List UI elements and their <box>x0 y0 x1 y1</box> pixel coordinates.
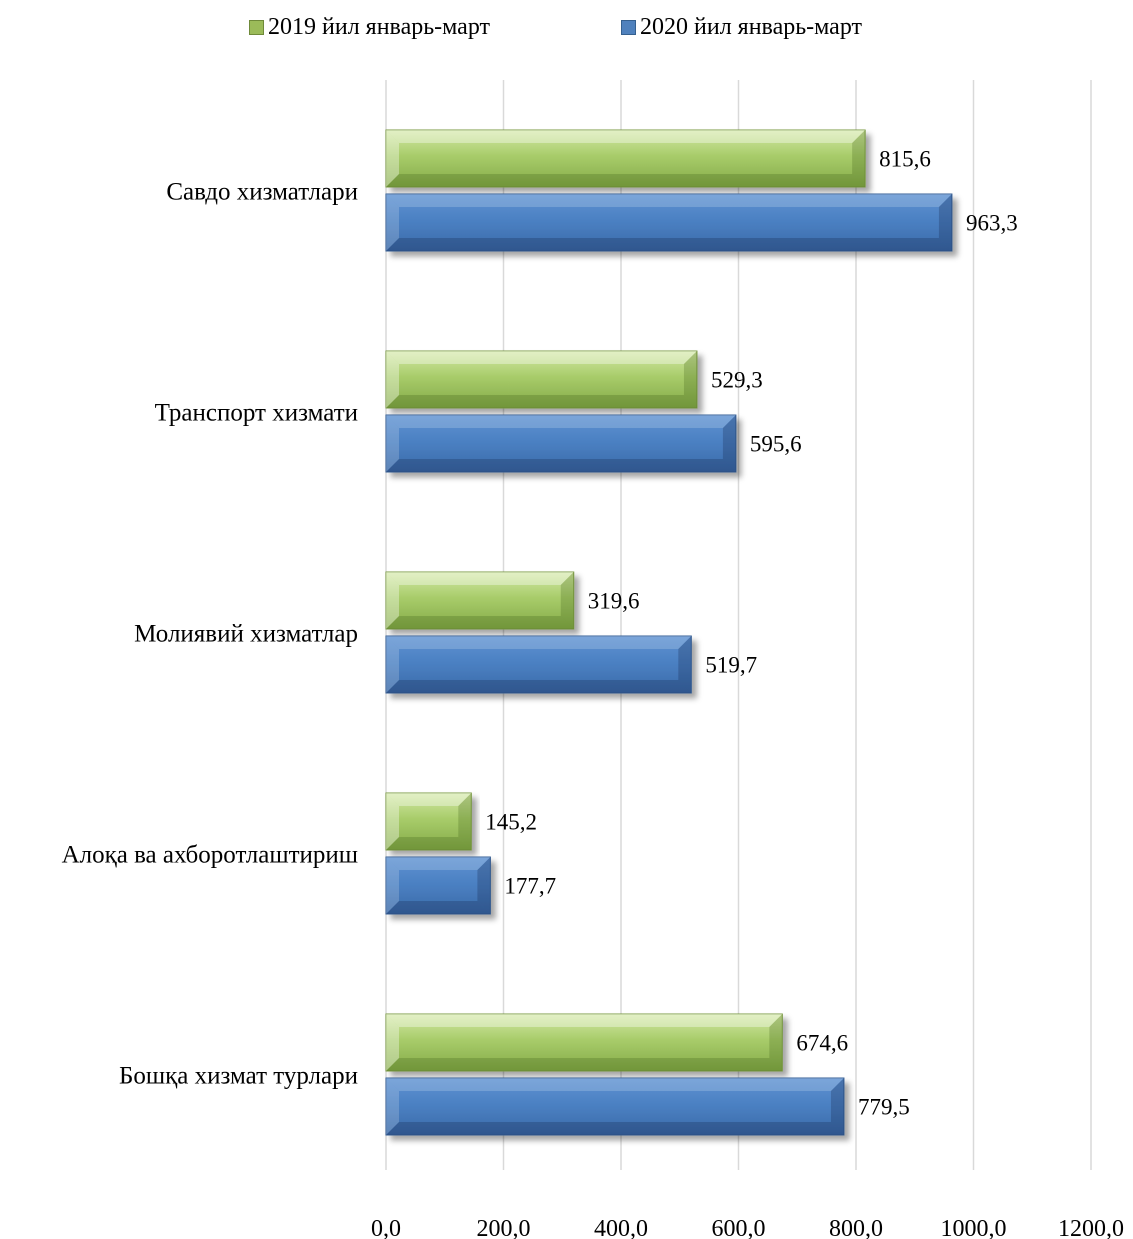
bar-bevel-left <box>386 194 399 251</box>
x-tick-label: 200,0 <box>477 1216 531 1239</box>
bar-bevel-right <box>683 351 697 408</box>
bar-bevel-left <box>386 130 399 187</box>
data-label-2019: 674,6 <box>796 1031 848 1056</box>
bar-2019 <box>385 1013 783 1072</box>
bar-body <box>385 414 737 473</box>
data-label-2019: 145,2 <box>485 810 537 835</box>
bar-bevel-left <box>386 636 399 693</box>
bar-2019 <box>385 129 866 188</box>
x-tick-label: 1200,0 <box>1058 1216 1124 1239</box>
bar-body <box>385 792 472 851</box>
bar-bevel-bottom <box>386 837 472 850</box>
x-tick-label: 1000,0 <box>941 1216 1007 1239</box>
category-label: Бошқа хизмат турлари <box>119 1063 358 1090</box>
bar-2020 <box>385 635 692 694</box>
bar-bevel-right <box>769 1014 783 1071</box>
bar-bevel-right <box>938 194 952 251</box>
bar-bevel-right <box>830 1078 844 1135</box>
legend-label-2020: 2020 йил январь-март <box>640 14 862 40</box>
bar-bevel-right <box>560 572 574 629</box>
bar-bevel-top <box>386 572 574 585</box>
x-tick-label: 600,0 <box>712 1216 766 1239</box>
bar-bevel-left <box>386 572 399 629</box>
x-tick-label: 0,0 <box>371 1216 401 1239</box>
bar-bevel-top <box>386 793 472 806</box>
bar-bevel-left <box>386 857 399 914</box>
bar-bevel-right <box>678 636 692 693</box>
bar-2020 <box>385 1077 845 1136</box>
bar-bevel-top <box>386 415 736 428</box>
bar-2020 <box>385 193 953 252</box>
bar-2019 <box>385 571 575 630</box>
legend-swatch-2020 <box>621 20 636 35</box>
bar-body <box>385 1077 845 1136</box>
legend-swatch-2019 <box>249 20 264 35</box>
bar-body <box>385 350 698 409</box>
category-label: Молиявий хизматлар <box>134 621 358 648</box>
data-label-2019: 529,3 <box>711 368 763 393</box>
bar-bevel-bottom <box>386 174 866 187</box>
data-label-2020: 963,3 <box>966 211 1018 236</box>
bar-body <box>385 129 866 188</box>
legend-label-2019: 2019 йил январь-март <box>268 14 490 40</box>
bar-bevel-right <box>722 415 736 472</box>
bar-bevel-right <box>458 793 472 850</box>
data-label-2019: 815,6 <box>879 147 931 172</box>
bar-bevel-left <box>386 351 399 408</box>
category-label: Алоқа ва ахборотлаштириш <box>62 842 358 869</box>
bar-body <box>385 193 953 252</box>
bar-bevel-top <box>386 194 952 207</box>
bar-body <box>385 635 692 694</box>
data-label-2020: 177,7 <box>504 874 556 899</box>
bar-bevel-top <box>386 130 866 143</box>
bar-body <box>385 1013 783 1072</box>
bar-bevel-left <box>386 415 399 472</box>
bar-bevel-bottom <box>386 1122 844 1135</box>
bar-bevel-left <box>386 1014 399 1071</box>
bar-bevel-bottom <box>386 680 692 693</box>
category-label: Транспорт хизмати <box>155 400 358 427</box>
x-tick-label: 800,0 <box>829 1216 883 1239</box>
bar-bevel-bottom <box>386 616 574 629</box>
bar-2019 <box>385 792 472 851</box>
data-label-2020: 595,6 <box>750 432 802 457</box>
bar-bevel-top <box>386 1014 783 1027</box>
bar-2020 <box>385 414 737 473</box>
data-label-2020: 519,7 <box>705 653 757 678</box>
bar-bevel-bottom <box>386 1058 783 1071</box>
data-label-2019: 319,6 <box>588 589 640 614</box>
bar-bevel-right <box>477 857 491 914</box>
bar-bevel-right <box>852 130 866 187</box>
bar-bevel-bottom <box>386 238 952 251</box>
bar-bevel-bottom <box>386 901 491 914</box>
bar-2020 <box>385 856 491 915</box>
bar-body <box>385 856 491 915</box>
x-tick-label: 400,0 <box>594 1216 648 1239</box>
category-label: Савдо хизматлари <box>166 179 358 206</box>
bar-2019 <box>385 350 698 409</box>
bar-bevel-left <box>386 793 399 850</box>
bar-bevel-top <box>386 636 692 649</box>
legend-item-2019: 2019 йил январь-март <box>249 14 490 41</box>
bar-bevel-bottom <box>386 459 736 472</box>
bar-body <box>385 571 575 630</box>
legend: 2019 йил январь-март 2020 йил январь-мар… <box>0 14 1133 46</box>
legend-item-2020: 2020 йил январь-март <box>621 14 862 41</box>
data-label-2020: 779,5 <box>858 1095 910 1120</box>
bar-bevel-bottom <box>386 395 697 408</box>
bar-bevel-top <box>386 1078 844 1091</box>
bar-bevel-top <box>386 351 697 364</box>
bar-bevel-top <box>386 857 491 870</box>
bar-bevel-left <box>386 1078 399 1135</box>
